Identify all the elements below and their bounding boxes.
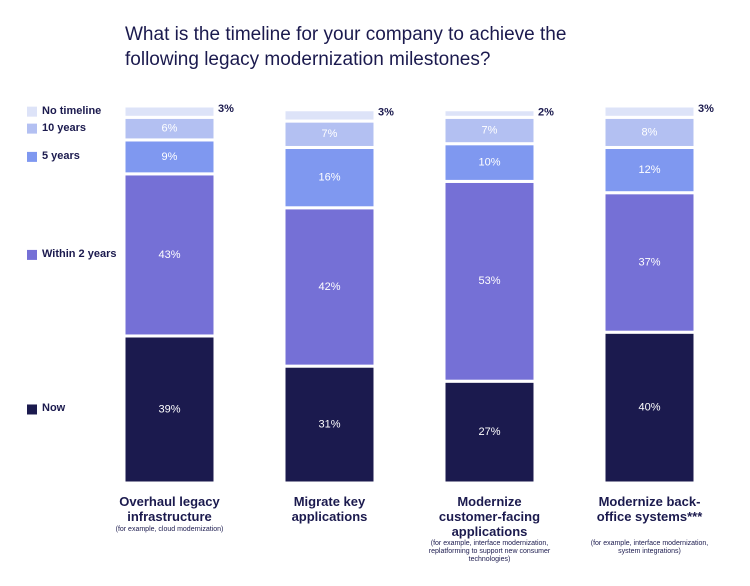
value-label: 9% [162,151,178,163]
legend-label: Within 2 years [42,247,117,260]
legend-label: 5 years [42,149,80,162]
bar-segment [282,108,377,123]
value-label: 3% [218,103,234,115]
value-label: 6% [162,123,178,135]
bar-segment [442,379,537,485]
value-label: 40% [638,402,660,414]
value-label: 42% [318,281,340,293]
bar-segment [602,145,697,195]
category-note: (for example, cloud modernization) [115,526,224,533]
category-label: Modernize back-office systems*** [596,494,703,524]
legend-label: No timeline [42,104,102,117]
legend-swatch [27,123,37,134]
value-label: 3% [698,103,714,115]
bar-segment [602,104,697,119]
bar-segment [282,119,377,149]
legend-label: 10 years [42,121,87,134]
value-label: 12% [638,164,660,176]
legend-label: Now [42,402,66,415]
value-label: 37% [638,256,660,268]
bar-segment [282,145,377,210]
category-label: Migrate key applications [291,494,368,524]
value-label: 43% [158,249,180,261]
bar-segment [122,172,217,338]
value-label: 2% [538,107,554,119]
value-label: 10% [478,156,500,168]
legend-swatch [27,404,37,415]
value-label: 3% [378,107,394,119]
bar-segment [602,191,697,334]
bar-segment [602,330,697,485]
value-label: 7% [322,128,338,140]
value-label: 31% [318,418,340,430]
bar-segment [122,104,217,119]
value-label: 53% [478,275,500,287]
category-label: Modernize customer-facing applications [438,494,541,539]
value-label: 7% [482,124,498,136]
bar-segment [442,108,537,119]
legend-swatch [27,249,37,260]
bar-segment [122,334,217,485]
value-label: 27% [478,426,500,438]
bar-segment [282,364,377,485]
legend-swatch [27,106,37,117]
value-label: 8% [642,126,658,138]
category-note: (for example, interface modernization, r… [428,540,551,563]
legend-swatch [27,151,37,162]
value-label: 16% [318,172,340,184]
bar-segment [442,179,537,383]
category-note: (for example, interface modernization, s… [590,540,709,555]
category-label: Overhaul legacy infrastructure [119,494,220,524]
bar-segment [122,138,217,176]
value-label: 39% [158,403,180,415]
chart-title: What is the timeline for your company to… [125,24,567,70]
